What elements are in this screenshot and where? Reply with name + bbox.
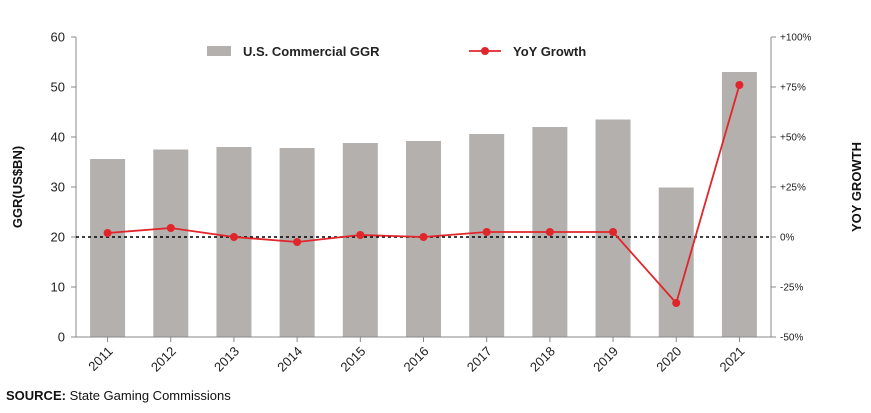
yoy-point-2016 — [419, 233, 428, 241]
y-tick-label-right: 0% — [780, 233, 795, 244]
bar-2012 — [153, 149, 189, 337]
legend-label-yoy: YoY Growth — [513, 44, 586, 59]
y-tick-label-right: +100% — [780, 33, 812, 44]
y-tick-label-right: +75% — [780, 83, 806, 94]
yoy-point-2015 — [356, 231, 365, 239]
y-tick-label-right: -50% — [780, 333, 803, 344]
legend: U.S. Commercial GGR YoY Growth — [207, 44, 586, 59]
x-tick-label-2021: 2021 — [716, 344, 747, 375]
x-tick-label-2019: 2019 — [590, 344, 621, 375]
y-tick-label-left: 40 — [51, 130, 65, 145]
yoy-point-2012 — [166, 224, 175, 232]
bar-2013 — [216, 147, 252, 337]
y-tick-label-left: 30 — [51, 180, 65, 195]
y-tick-label-left: 0 — [58, 330, 65, 345]
legend-label-ggr: U.S. Commercial GGR — [243, 44, 380, 59]
y-tick-label-right: +25% — [780, 183, 806, 194]
y-tick-label-right: +50% — [780, 133, 806, 144]
bar-2015 — [342, 143, 378, 337]
yoy-point-2013 — [229, 233, 238, 241]
source-note: SOURCE: State Gaming Commissions — [6, 388, 231, 403]
yoy-point-2017 — [482, 228, 491, 236]
y-tick-label-right: -25% — [780, 283, 803, 294]
y-axis-title-right: YOY GROWTH — [849, 142, 864, 232]
bar-group — [90, 72, 757, 337]
yoy-point-2011 — [103, 229, 112, 237]
legend-swatch-ggr — [207, 46, 231, 56]
x-tick-label-2016: 2016 — [401, 344, 432, 375]
yoy-point-2019 — [609, 228, 618, 236]
x-tick-label-2018: 2018 — [527, 344, 558, 375]
bar-2021 — [721, 72, 757, 337]
line-group — [76, 81, 771, 307]
legend-swatch-yoy-marker — [481, 47, 489, 55]
x-tick-label-2013: 2013 — [211, 344, 242, 375]
y-tick-label-left: 60 — [51, 30, 65, 45]
source-label: SOURCE: — [6, 388, 66, 403]
yoy-point-2014 — [293, 238, 302, 246]
x-tick-label-2017: 2017 — [464, 344, 495, 375]
y-tick-label-left: 10 — [51, 280, 65, 295]
x-tick-label-2015: 2015 — [337, 344, 368, 375]
yoy-point-2020 — [672, 299, 681, 307]
bar-2011 — [90, 159, 126, 337]
y-tick-label-left: 20 — [51, 230, 65, 245]
yoy-point-2021 — [735, 81, 744, 89]
x-tick-label-2020: 2020 — [653, 344, 684, 375]
x-tick-label-2014: 2014 — [274, 344, 305, 375]
source-text: State Gaming Commissions — [69, 388, 231, 403]
y-tick-label-left: 50 — [51, 80, 65, 95]
x-tick-label-2011: 2011 — [85, 344, 115, 374]
y-axis-title-left: GGR(US$BN) — [10, 146, 25, 228]
yoy-point-2018 — [545, 228, 554, 236]
x-tick-label-2012: 2012 — [148, 344, 179, 375]
